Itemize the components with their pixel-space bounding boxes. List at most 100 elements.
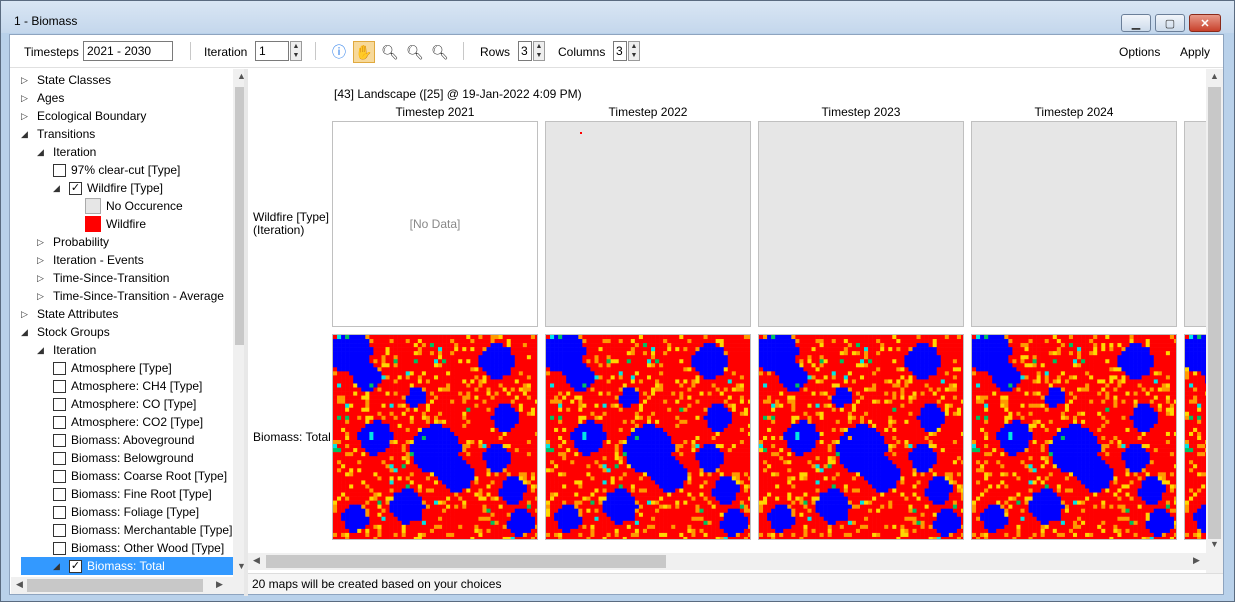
map-cell-wildfire-2024[interactable] — [971, 121, 1177, 327]
tree-horizontal-scrollbar[interactable]: ◀ ▶ — [11, 577, 250, 594]
map-cell-wildfire-2022[interactable] — [545, 121, 751, 327]
rows-spinner[interactable]: ▲ ▼ — [533, 41, 545, 61]
columns-spinner[interactable]: ▲ ▼ — [628, 41, 640, 61]
map-horizontal-scrollbar[interactable]: ◀ ▶ — [248, 553, 1206, 570]
tree-item[interactable]: Biomass: Belowground — [53, 449, 194, 467]
checkbox[interactable]: ✓ — [69, 559, 82, 573]
checkbox[interactable] — [53, 361, 66, 375]
collapse-arrow-icon[interactable]: ◢ — [37, 146, 44, 157]
expand-arrow-icon[interactable]: ▷ — [21, 74, 28, 85]
title-bar[interactable]: 1 - Biomass ▁ ▢ ✕ — [1, 1, 1234, 33]
map-cell-nodata[interactable]: [No Data] — [332, 121, 538, 327]
scroll-up-icon[interactable]: ▲ — [237, 71, 246, 81]
zoom-reset-icon[interactable]: 🔍︎ — [431, 43, 449, 60]
tree-item[interactable]: Biomass: Other Wood [Type] — [53, 539, 224, 557]
tree-item[interactable]: Biomass: Foliage [Type] — [53, 503, 199, 521]
tree-item[interactable]: Wildfire — [85, 215, 146, 233]
rows-input[interactable] — [518, 41, 532, 61]
tree-item[interactable]: ▷ Time-Since-Transition — [37, 269, 169, 287]
tree-item[interactable]: Biomass: Merchantable [Type] — [53, 521, 232, 539]
zoom-out-icon[interactable]: 🔍︎ — [381, 43, 399, 60]
tree-item[interactable]: Atmosphere [Type] — [53, 359, 172, 377]
timesteps-input[interactable] — [83, 41, 173, 61]
checkbox[interactable] — [53, 469, 66, 483]
tree-item[interactable]: ◢ Transitions — [21, 125, 95, 143]
map-scroll-thumb[interactable] — [1208, 87, 1221, 539]
map-vertical-scrollbar[interactable]: ▲ ▼ — [1206, 69, 1223, 579]
apply-button[interactable]: Apply — [1180, 45, 1211, 59]
close-button[interactable]: ✕ — [1189, 14, 1221, 32]
columns-input[interactable] — [613, 41, 627, 61]
checkbox[interactable]: ✓ — [69, 181, 82, 195]
expand-arrow-icon[interactable]: ▷ — [21, 92, 28, 103]
tree-item-label: Biomass: Total — [87, 559, 165, 573]
expand-arrow-icon[interactable]: ▷ — [37, 272, 44, 283]
pan-hand-icon[interactable]: ✋ — [353, 41, 375, 63]
map-cell-wildfire-2023[interactable] — [758, 121, 964, 327]
scroll-left-icon[interactable]: ◀ — [253, 555, 260, 565]
map-cell-biomass-2023[interactable] — [758, 334, 964, 540]
map-cell-biomass-2024[interactable] — [971, 334, 1177, 540]
tree-item[interactable]: ▷ State Attributes — [21, 305, 118, 323]
zoom-in-icon[interactable]: 🔍︎ — [406, 43, 424, 60]
iteration-spinner[interactable]: ▲ ▼ — [290, 41, 302, 61]
panel-splitter[interactable] — [244, 69, 248, 596]
expand-arrow-icon[interactable]: ▷ — [37, 290, 44, 301]
tree-item[interactable]: ▷ State Classes — [21, 71, 111, 89]
tree-item[interactable]: ◢ Iteration — [37, 341, 96, 359]
tree-item[interactable]: Biomass: Aboveground — [53, 431, 194, 449]
checkbox[interactable] — [53, 397, 66, 411]
tree-item[interactable]: ▷ Ecological Boundary — [21, 107, 146, 125]
expand-arrow-icon[interactable]: ▷ — [21, 308, 28, 319]
tree-item[interactable]: ◢ ✓ Wildfire [Type] — [53, 179, 163, 197]
checkbox[interactable] — [53, 451, 66, 465]
map-cell-biomass-2022[interactable] — [545, 334, 751, 540]
collapse-arrow-icon[interactable]: ◢ — [53, 560, 60, 571]
scroll-right-icon[interactable]: ▶ — [216, 579, 223, 589]
checkbox[interactable] — [53, 433, 66, 447]
checkbox[interactable] — [53, 505, 66, 519]
checkbox[interactable] — [53, 523, 66, 537]
checkbox[interactable] — [53, 541, 66, 555]
expand-arrow-icon[interactable]: ▷ — [37, 236, 44, 247]
map-cell-biomass-2021[interactable] — [332, 334, 538, 540]
collapse-arrow-icon[interactable]: ◢ — [37, 344, 44, 355]
map-hscroll-thumb[interactable] — [266, 555, 666, 568]
tree-item[interactable]: Biomass: Coarse Root [Type] — [53, 467, 227, 485]
tree-item[interactable]: ▷ Ages — [21, 89, 64, 107]
scroll-down-icon[interactable]: ▼ — [237, 561, 246, 571]
tree-item[interactable]: ▷ Probability — [37, 233, 109, 251]
minimize-button[interactable]: ▁ — [1121, 14, 1151, 32]
tree-item-label: Ages — [37, 91, 65, 105]
tree-item[interactable]: Atmosphere: CH4 [Type] — [53, 377, 202, 395]
collapse-arrow-icon[interactable]: ◢ — [21, 326, 28, 337]
tree-item[interactable]: Atmosphere: CO2 [Type] — [53, 413, 203, 431]
scroll-down-icon[interactable]: ▼ — [1210, 539, 1219, 549]
tree-item[interactable]: ▷ Time-Since-Transition - Average — [37, 287, 224, 305]
collapse-arrow-icon[interactable]: ◢ — [21, 128, 28, 139]
checkbox[interactable] — [53, 415, 66, 429]
scroll-right-icon[interactable]: ▶ — [1193, 555, 1200, 565]
tree-item[interactable]: 97% clear-cut [Type] — [53, 161, 180, 179]
checkbox[interactable] — [53, 379, 66, 393]
iteration-input[interactable] — [255, 41, 289, 61]
options-button[interactable]: Options — [1119, 45, 1161, 59]
tree-item[interactable]: ◢ Iteration — [37, 143, 96, 161]
checkbox[interactable] — [53, 163, 66, 177]
scroll-up-icon[interactable]: ▲ — [1210, 71, 1219, 81]
tree-item[interactable]: No Occurence — [85, 197, 183, 215]
tree-item[interactable]: ◢ ✓ Biomass: Total — [21, 557, 235, 575]
info-icon[interactable]: ⓘ — [332, 44, 346, 60]
tree-item[interactable]: Biomass: Fine Root [Type] — [53, 485, 212, 503]
scroll-left-icon[interactable]: ◀ — [16, 579, 23, 589]
tree-item[interactable]: ◢ Stock Groups — [21, 323, 110, 341]
expand-arrow-icon[interactable]: ▷ — [37, 254, 44, 265]
biomass-raster — [972, 335, 1176, 539]
collapse-arrow-icon[interactable]: ◢ — [53, 182, 60, 193]
checkbox[interactable] — [53, 487, 66, 501]
tree-item[interactable]: ▷ Iteration - Events — [37, 251, 144, 269]
maximize-button[interactable]: ▢ — [1155, 14, 1185, 32]
tree-item[interactable]: Atmosphere: CO [Type] — [53, 395, 196, 413]
tree-hscroll-thumb[interactable] — [27, 579, 203, 592]
expand-arrow-icon[interactable]: ▷ — [21, 110, 28, 121]
